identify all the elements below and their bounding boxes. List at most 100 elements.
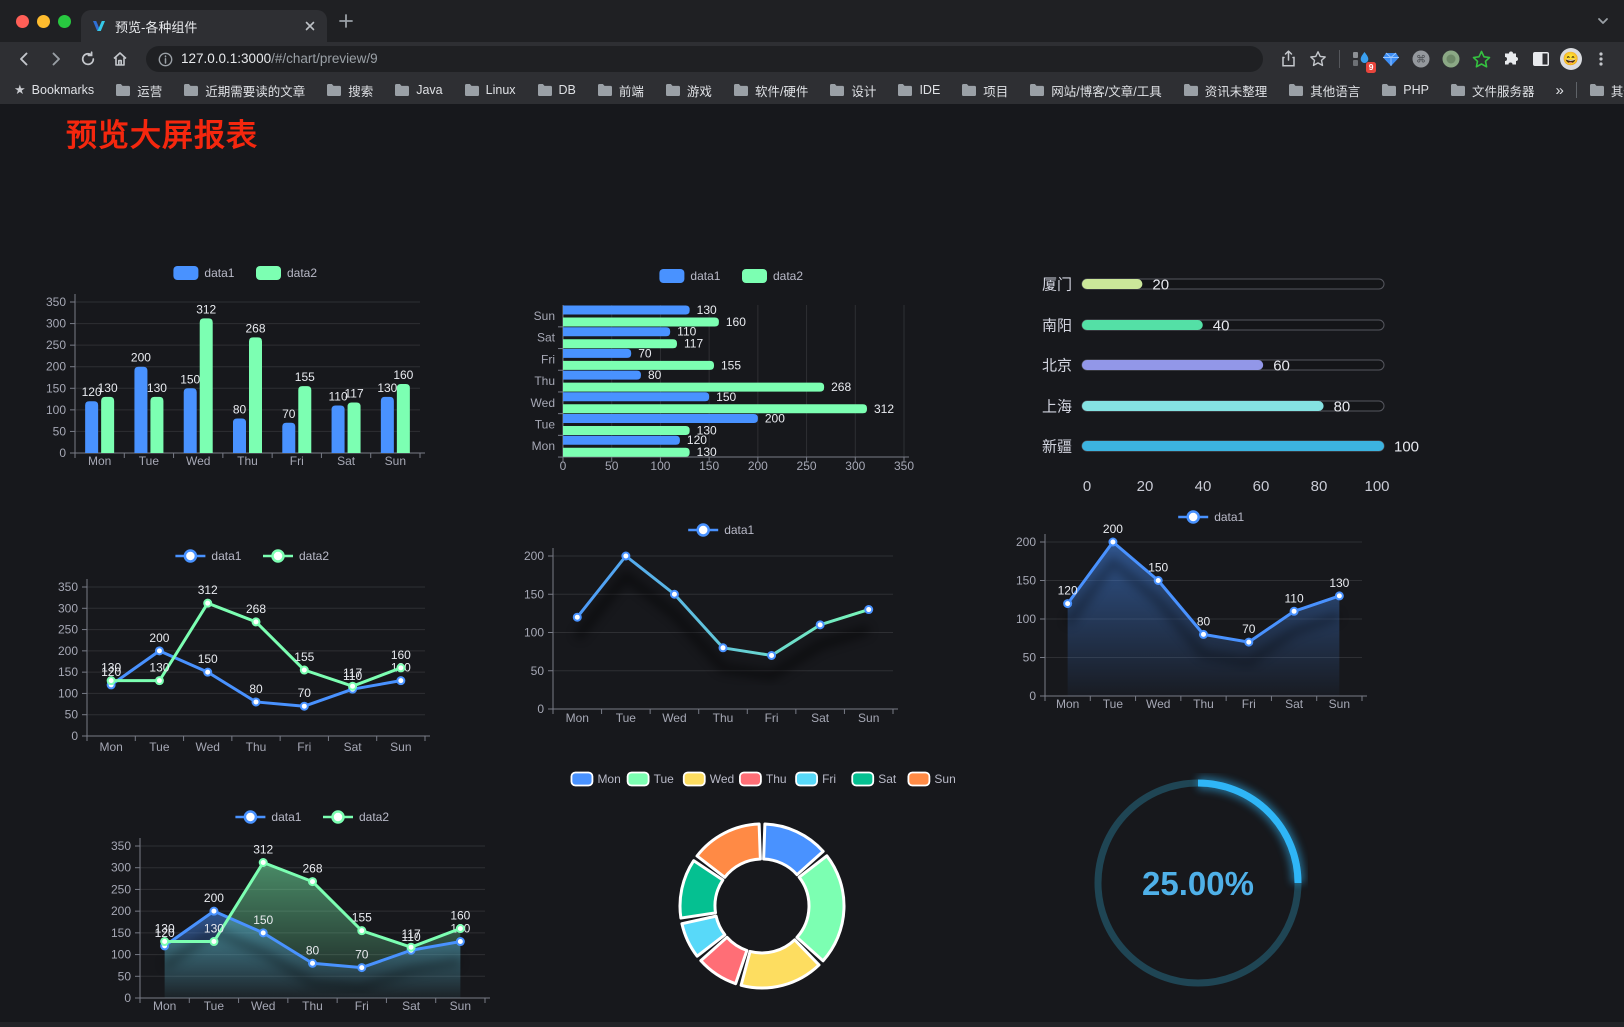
bookmark-folder[interactable]: 其他语言 — [1288, 81, 1360, 100]
maximize-window-button[interactable] — [58, 15, 71, 28]
svg-text:data1: data1 — [690, 269, 720, 283]
new-tab-button[interactable] — [338, 13, 354, 29]
address-bar[interactable]: 127.0.0.1:3000/#/chart/preview/9 — [146, 46, 1263, 72]
browser-tab[interactable]: 预览-各种组件 — [81, 10, 327, 42]
svg-text:Wed: Wed — [710, 772, 734, 786]
forward-icon — [52, 52, 60, 66]
progress-fill — [1082, 279, 1143, 289]
profile-avatar[interactable]: 😄 — [1558, 46, 1584, 72]
bookmark-page-button[interactable] — [1305, 46, 1331, 72]
svg-text:80: 80 — [306, 943, 320, 957]
svg-text:厦门: 厦门 — [1042, 277, 1072, 294]
bookmark-folder[interactable]: 网站/博客/文章/工具 — [1029, 81, 1162, 100]
browser-menu-button[interactable] — [1588, 46, 1614, 72]
svg-text:160: 160 — [391, 648, 411, 662]
home-button[interactable] — [106, 45, 134, 73]
svg-text:Tue: Tue — [616, 711, 637, 725]
extension-star-button[interactable] — [1468, 46, 1494, 72]
bookmark-folder[interactable]: Java — [394, 83, 443, 97]
green-star-icon — [1472, 50, 1490, 68]
tab-search-chevron-icon[interactable] — [1596, 14, 1610, 28]
bookmark-folder[interactable]: 设计 — [829, 81, 876, 100]
folder-icon — [1183, 84, 1198, 96]
data-point — [1199, 629, 1208, 639]
bookmark-folder[interactable]: 文件服务器 — [1450, 81, 1534, 100]
svg-text:70: 70 — [355, 948, 369, 962]
bookmark-folder[interactable]: 软件/硬件 — [733, 81, 808, 100]
svg-text:130: 130 — [1329, 576, 1349, 590]
extension-command-button[interactable]: ⌘ — [1408, 46, 1434, 72]
legend-swatch — [682, 771, 706, 787]
bookmark-folder[interactable]: 游戏 — [665, 81, 712, 100]
bar — [563, 392, 710, 402]
close-window-button[interactable] — [16, 15, 29, 28]
data-point — [258, 858, 268, 868]
svg-text:120: 120 — [101, 665, 121, 679]
data-point — [203, 598, 213, 608]
bar — [563, 305, 690, 315]
site-info-icon[interactable] — [158, 52, 173, 67]
svg-text:130: 130 — [98, 381, 118, 395]
svg-text:150: 150 — [198, 652, 218, 666]
bookmark-folder[interactable]: 前端 — [597, 81, 644, 100]
tab-close-icon[interactable] — [303, 19, 317, 33]
svg-text:100: 100 — [1016, 612, 1036, 626]
svg-text:300: 300 — [58, 601, 78, 615]
minimize-window-button[interactable] — [37, 15, 50, 28]
forward-button[interactable] — [42, 45, 70, 73]
folder-icon — [537, 84, 552, 96]
extension-gem-button[interactable] — [1378, 46, 1404, 72]
gradient-line-chart: data1 0 50 100 150 200 Mon Tue Wed Thu Fri Sat Sun — [524, 523, 898, 725]
svg-text:120: 120 — [155, 926, 175, 940]
data-point — [308, 958, 317, 968]
back-button[interactable] — [10, 45, 38, 73]
url-path: /#/chart/preview/9 — [271, 51, 378, 66]
side-panel-button[interactable] — [1528, 46, 1554, 72]
svg-text:40: 40 — [1213, 318, 1230, 335]
extension-green-circle-button[interactable] — [1438, 46, 1464, 72]
bar — [199, 318, 213, 453]
bookmark-label: 其他语言 — [1310, 84, 1361, 99]
bookmark-label: Java — [416, 83, 443, 97]
bar — [85, 401, 99, 453]
extensions-button[interactable] — [1498, 46, 1524, 72]
bar — [563, 414, 758, 423]
bookmark-folder[interactable]: 搜索 — [326, 81, 373, 100]
data-point — [669, 589, 679, 599]
data-point — [1153, 576, 1163, 585]
bookmark-folder[interactable]: PHP — [1381, 83, 1429, 97]
plot-area: data1 0 50 100 150 200 Mon Tue Wed Thu Fri Sat Sun — [524, 523, 898, 725]
bar — [298, 386, 312, 453]
bookmark-folder[interactable]: 项目 — [961, 81, 1008, 100]
bookmark-folder[interactable]: Linux — [464, 83, 516, 97]
bookmark-folder[interactable]: DB — [537, 83, 576, 97]
data-point — [299, 665, 309, 675]
progress-fill — [1082, 360, 1264, 370]
reload-button[interactable] — [74, 45, 102, 73]
bar — [563, 447, 690, 457]
bookmark-label: 搜索 — [348, 84, 374, 99]
bar — [563, 327, 671, 337]
svg-text:80: 80 — [233, 402, 247, 416]
svg-text:新疆: 新疆 — [1042, 439, 1072, 456]
data-point — [572, 612, 582, 622]
svg-text:data1: data1 — [1214, 510, 1244, 524]
svg-text:300: 300 — [845, 459, 865, 473]
bookmarks-overflow-button[interactable]: » — [1555, 81, 1564, 99]
bookmark-folder[interactable]: 近期需要读的文章 — [183, 81, 305, 100]
other-bookmarks-button[interactable]: 其他书签 — [1589, 81, 1624, 100]
bookmarks-root-folder[interactable]: ★ Bookmarks — [14, 82, 94, 98]
svg-text:200: 200 — [1016, 535, 1036, 549]
svg-text:200: 200 — [131, 351, 151, 365]
folder-icon — [733, 84, 748, 96]
folder-icon — [1382, 84, 1397, 96]
share-button[interactable] — [1275, 46, 1301, 72]
svg-text:200: 200 — [748, 459, 768, 473]
bookmark-folder[interactable]: 资讯未整理 — [1183, 81, 1267, 100]
bookmark-folder[interactable]: 运营 — [115, 81, 162, 100]
svg-text:150: 150 — [111, 926, 131, 940]
bookmark-folder[interactable]: IDE — [897, 83, 940, 97]
progress-fill — [1082, 320, 1203, 330]
extension-datatool-button[interactable]: 9 — [1348, 46, 1376, 73]
data-point — [258, 928, 268, 938]
